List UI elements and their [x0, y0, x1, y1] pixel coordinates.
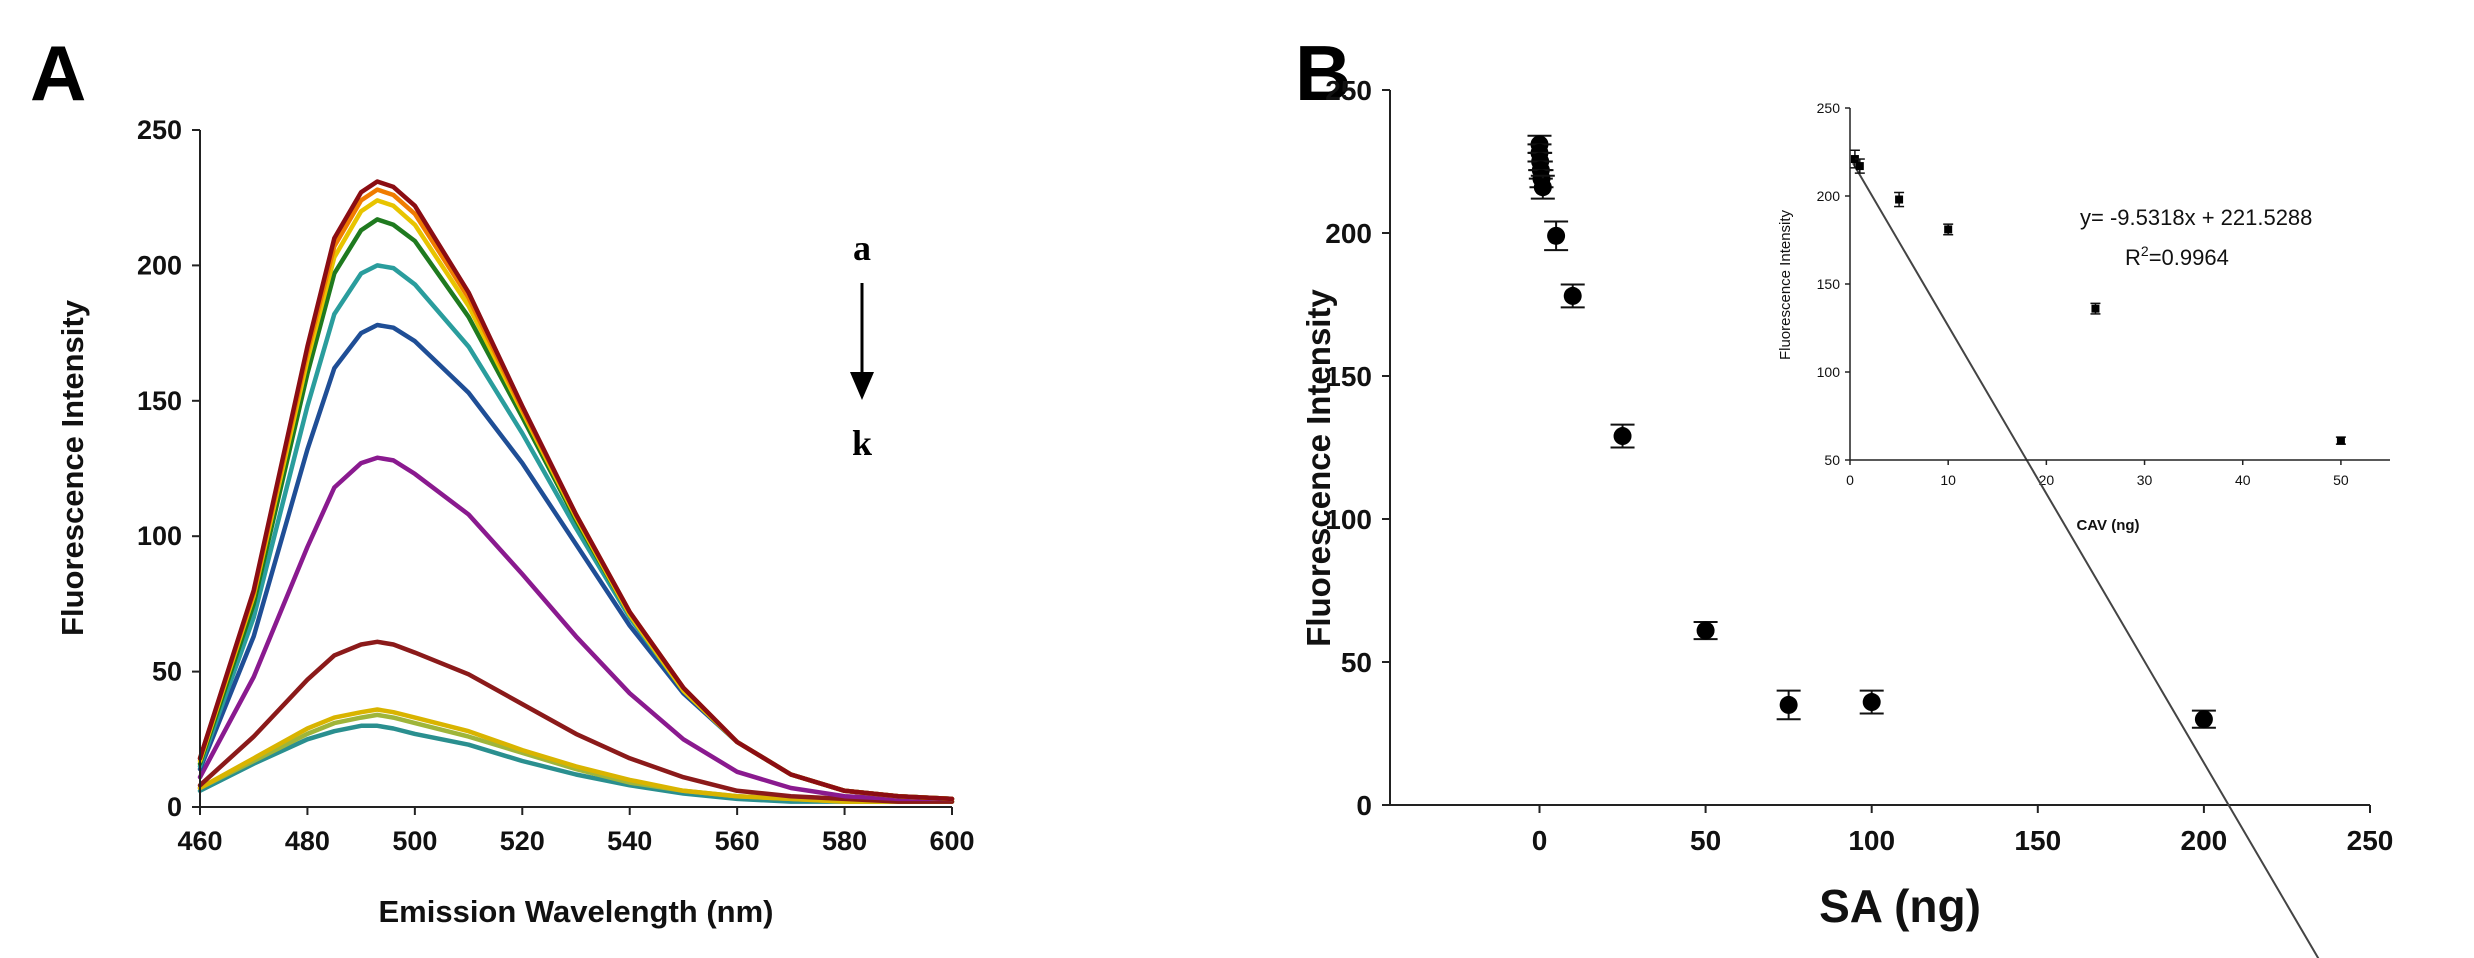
- inset-x-tick-label: 30: [2137, 472, 2153, 488]
- data-point: [1563, 286, 1582, 305]
- arrow-top-label: a: [853, 228, 871, 268]
- inset-chart: 50 100 150 200 250 0 10 20 30 40 50 CAV (ng) Fluo…: [1777, 100, 2390, 958]
- data-point: [2194, 710, 2213, 729]
- panel-b-x-tick-label: 200: [2181, 825, 2228, 856]
- panel-a-x-tick-label: 520: [500, 826, 545, 856]
- inset-data-point: [1855, 162, 1864, 171]
- panel-a-x-axis-label: Emission Wavelength (nm): [378, 894, 773, 929]
- inset-y-axis-label: Fluorescence Intensity: [1777, 209, 1794, 360]
- panel-a-y-tick-label: 50: [152, 657, 182, 687]
- data-point: [1696, 621, 1715, 640]
- panel-b-y-ticks: 0 50 100 150 200 250: [1325, 75, 1390, 821]
- spectrum-line-b: [197, 187, 955, 802]
- data-point: [1862, 693, 1881, 712]
- panel-a-y-ticks: 0 50 100 150 200 250: [137, 115, 200, 822]
- panel-b-x-tick-label: 100: [1848, 825, 1895, 856]
- data-point: [1613, 427, 1632, 446]
- panel-a: A 0 50 100 150 200 250 460 480 500 520 540 560 580 6…: [30, 29, 975, 929]
- panel-b-points: [1527, 134, 2216, 729]
- panel-b-y-axis-label: Fluorescence Intensity: [1300, 289, 1337, 647]
- panel-a-y-axis-label: Fluorescence Intensity: [55, 299, 90, 636]
- panel-b-y-tick-label: 50: [1341, 647, 1372, 678]
- inset-data-point: [2336, 436, 2345, 445]
- panel-a-y-tick-label: 250: [137, 115, 182, 145]
- panel-a-x-ticks: 460 480 500 520 540 560 580 600: [177, 807, 975, 856]
- panel-b-y-tick-label: 250: [1325, 75, 1372, 106]
- inset-y-ticks: 50 100 150 200 250: [1817, 100, 1850, 468]
- panel-b-x-tick-label: 250: [2347, 825, 2394, 856]
- inset-data-point: [1895, 195, 1904, 204]
- inset-x-tick-label: 0: [1846, 472, 1854, 488]
- inset-x-tick-label: 50: [2333, 472, 2349, 488]
- inset-r-squared-exponent: 2: [2141, 243, 2149, 259]
- inset-r-squared: R2=0.9964: [2125, 243, 2229, 270]
- inset-y-tick-label: 50: [1824, 452, 1840, 468]
- panel-a-x-tick-label: 500: [392, 826, 437, 856]
- panel-a-y-tick-label: 100: [137, 521, 182, 551]
- inset-y-tick-label: 100: [1817, 364, 1841, 380]
- arrow-bottom-label: k: [852, 423, 872, 463]
- inset-data-point: [1944, 225, 1953, 234]
- data-point: [1779, 695, 1798, 714]
- panel-a-x-tick-label: 560: [715, 826, 760, 856]
- spectrum-line-a: [197, 179, 955, 802]
- panel-b-x-tick-label: 0: [1532, 825, 1548, 856]
- arrow-down-icon: [850, 372, 874, 400]
- data-point: [1533, 178, 1552, 197]
- inset-fit-line: [1852, 162, 2320, 958]
- spectrum-line-i: [197, 707, 955, 804]
- inset-x-tick-label: 40: [2235, 472, 2251, 488]
- inset-equation: y= -9.5318x + 221.5288: [2080, 205, 2312, 230]
- panel-b-label: B: [1295, 29, 1351, 117]
- panel-b-y-tick-label: 100: [1325, 504, 1372, 535]
- inset-y-tick-label: 200: [1817, 188, 1841, 204]
- panel-a-x-tick-label: 460: [177, 826, 222, 856]
- spectrum-line-c: [197, 198, 955, 802]
- panel-a-x-tick-label: 540: [607, 826, 652, 856]
- panel-b-y-tick-label: 0: [1356, 790, 1372, 821]
- panel-b-x-axis-label: SA (ng): [1819, 880, 1981, 932]
- panel-b-x-tick-label: 50: [1690, 825, 1721, 856]
- spectrum-line-d: [197, 217, 955, 802]
- inset-y-tick-label: 250: [1817, 100, 1841, 116]
- panel-a-y-tick-label: 200: [137, 250, 182, 280]
- inset-r-squared-value: =0.9964: [2149, 245, 2229, 270]
- spectrum-line-h: [197, 639, 955, 804]
- panel-b-x-tick-label: 150: [2014, 825, 2061, 856]
- spectrum-line-g: [197, 455, 955, 802]
- inset-points: [1849, 149, 2346, 445]
- inset-r-squared-prefix: R: [2125, 245, 2141, 270]
- panel-a-label: A: [30, 29, 86, 117]
- panel-a-x-tick-label: 600: [929, 826, 974, 856]
- panel-b-y-tick-label: 200: [1325, 218, 1372, 249]
- panel-a-x-tick-label: 580: [822, 826, 867, 856]
- panel-a-y-tick-label: 150: [137, 386, 182, 416]
- inset-x-axis-label: CAV (ng): [2076, 517, 2139, 534]
- panel-a-series-group: [197, 179, 955, 804]
- inset-x-tick-label: 20: [2039, 472, 2055, 488]
- inset-x-tick-label: 10: [1940, 472, 1956, 488]
- panel-a-x-tick-label: 480: [285, 826, 330, 856]
- inset-y-tick-label: 150: [1817, 276, 1841, 292]
- panel-b-y-tick-label: 150: [1325, 361, 1372, 392]
- inset-data-point: [2091, 304, 2100, 313]
- panel-b-x-ticks: 0 50 100 150 200 250: [1532, 805, 2394, 856]
- data-point: [1547, 226, 1566, 245]
- inset-x-ticks: 0 10 20 30 40 50: [1846, 460, 2349, 488]
- panel-a-y-tick-label: 0: [167, 792, 182, 822]
